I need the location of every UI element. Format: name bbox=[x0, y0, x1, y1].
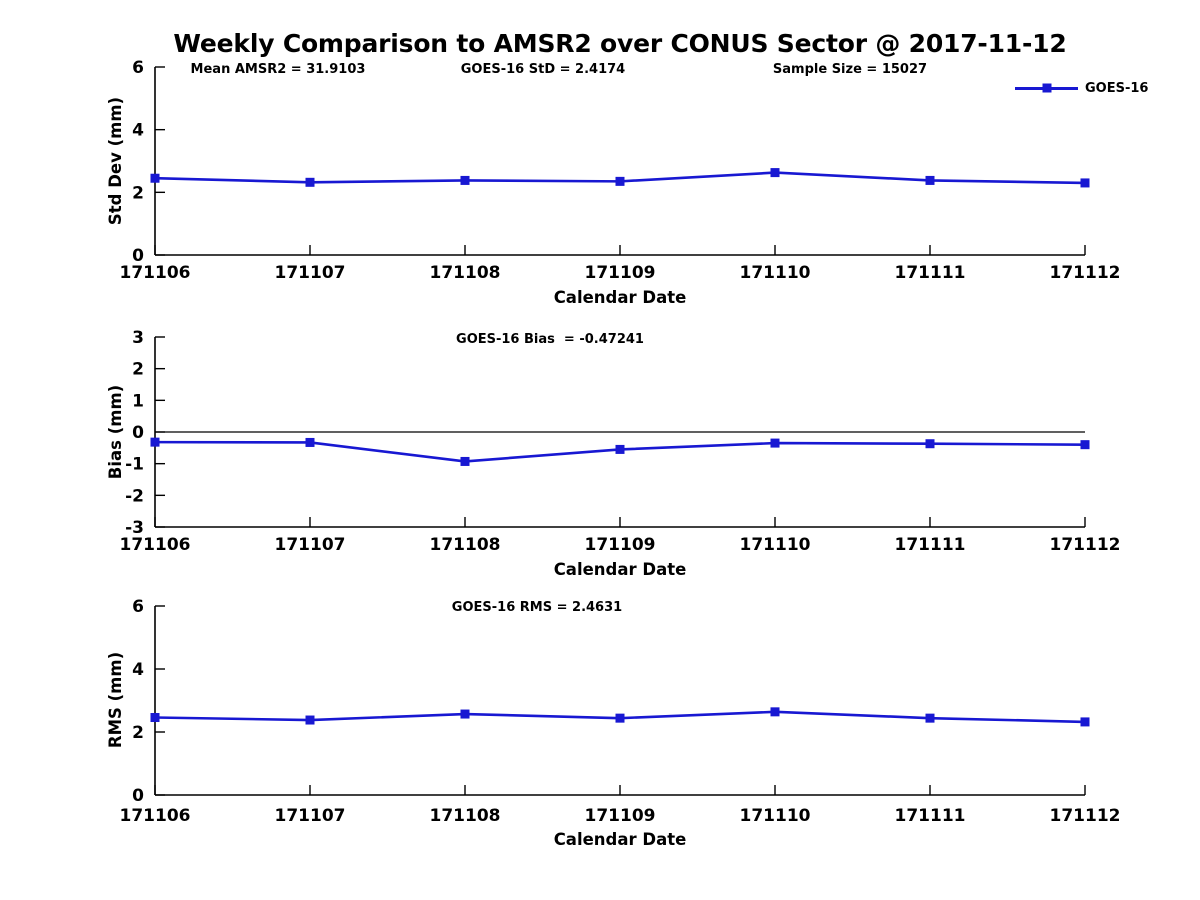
y-axis-label-rms: RMS (mm) bbox=[106, 652, 125, 748]
x-tick-label: 171106 bbox=[120, 806, 191, 826]
data-point-marker bbox=[150, 713, 160, 723]
y-axis-label-std-dev: Std Dev (mm) bbox=[106, 97, 125, 225]
data-point-marker bbox=[615, 713, 625, 723]
y-tick-label: 2 bbox=[132, 723, 144, 743]
y-tick-label: 2 bbox=[132, 183, 144, 203]
x-tick-label: 171112 bbox=[1050, 806, 1121, 826]
data-point-marker bbox=[150, 173, 160, 183]
x-axis-label-bias: Calendar Date bbox=[554, 560, 687, 579]
x-axis-label-rms: Calendar Date bbox=[554, 830, 687, 849]
y-tick-label: 0 bbox=[132, 246, 144, 266]
panel-annotation: GOES-16 StD = 2.4174 bbox=[461, 62, 625, 77]
data-point-marker bbox=[1080, 440, 1090, 450]
data-point-marker bbox=[615, 176, 625, 186]
data-point-marker bbox=[460, 709, 470, 719]
data-point-marker bbox=[305, 715, 315, 725]
panel-annotation: Sample Size = 15027 bbox=[773, 62, 927, 77]
legend-series-label: GOES-16 bbox=[1085, 80, 1149, 96]
x-tick-label: 171106 bbox=[120, 263, 191, 283]
x-tick-label: 171111 bbox=[895, 806, 966, 826]
y-tick-label: -1 bbox=[125, 455, 144, 475]
y-tick-label: 4 bbox=[132, 660, 144, 680]
x-tick-label: 171111 bbox=[895, 263, 966, 283]
legend: GOES-16 bbox=[1015, 80, 1148, 96]
legend-line-sample bbox=[1015, 83, 1078, 93]
x-tick-label: 171110 bbox=[740, 535, 811, 555]
x-tick-label: 171112 bbox=[1050, 535, 1121, 555]
x-tick-label: 171107 bbox=[275, 535, 346, 555]
data-point-marker bbox=[460, 456, 470, 466]
data-point-marker bbox=[615, 444, 625, 454]
y-tick-label: 1 bbox=[132, 391, 144, 411]
y-axis-label-bias: Bias (mm) bbox=[106, 385, 125, 479]
x-axis-label-std-dev: Calendar Date bbox=[554, 288, 687, 307]
data-point-marker bbox=[925, 713, 935, 723]
x-tick-label: 171109 bbox=[585, 263, 656, 283]
data-point-marker bbox=[770, 438, 780, 448]
x-tick-label: 171110 bbox=[740, 806, 811, 826]
y-tick-label: -3 bbox=[125, 518, 144, 538]
data-point-marker bbox=[305, 437, 315, 447]
data-point-marker bbox=[150, 437, 160, 447]
y-tick-label: 3 bbox=[132, 328, 144, 348]
x-tick-label: 171107 bbox=[275, 263, 346, 283]
y-tick-label: -2 bbox=[125, 486, 144, 506]
data-point-marker bbox=[305, 177, 315, 187]
y-tick-label: 4 bbox=[132, 121, 144, 141]
x-tick-label: 171107 bbox=[275, 806, 346, 826]
panel-annotation: GOES-16 Bias = -0.47241 bbox=[456, 332, 644, 347]
data-point-marker bbox=[770, 707, 780, 717]
x-tick-label: 171109 bbox=[585, 806, 656, 826]
y-tick-label: 6 bbox=[132, 58, 144, 78]
data-point-marker bbox=[770, 168, 780, 178]
x-tick-label: 171112 bbox=[1050, 263, 1121, 283]
y-tick-label: 6 bbox=[132, 597, 144, 617]
x-tick-label: 171106 bbox=[120, 535, 191, 555]
x-tick-label: 171108 bbox=[430, 263, 501, 283]
panel-annotation: GOES-16 RMS = 2.4631 bbox=[452, 600, 622, 615]
y-tick-label: 2 bbox=[132, 360, 144, 380]
x-tick-label: 171108 bbox=[430, 535, 501, 555]
data-point-marker bbox=[460, 175, 470, 185]
data-point-marker bbox=[925, 175, 935, 185]
data-point-marker bbox=[925, 439, 935, 449]
data-point-marker bbox=[1080, 717, 1090, 727]
y-tick-label: 0 bbox=[132, 786, 144, 806]
chart-title: Weekly Comparison to AMSR2 over CONUS Se… bbox=[173, 29, 1067, 58]
x-tick-label: 171111 bbox=[895, 535, 966, 555]
x-tick-label: 171108 bbox=[430, 806, 501, 826]
x-tick-label: 171109 bbox=[585, 535, 656, 555]
x-tick-label: 171110 bbox=[740, 263, 811, 283]
y-tick-label: 0 bbox=[132, 423, 144, 443]
data-point-marker bbox=[1080, 178, 1090, 188]
legend-marker-icon bbox=[1042, 83, 1051, 93]
panel-annotation: Mean AMSR2 = 31.9103 bbox=[191, 62, 366, 77]
